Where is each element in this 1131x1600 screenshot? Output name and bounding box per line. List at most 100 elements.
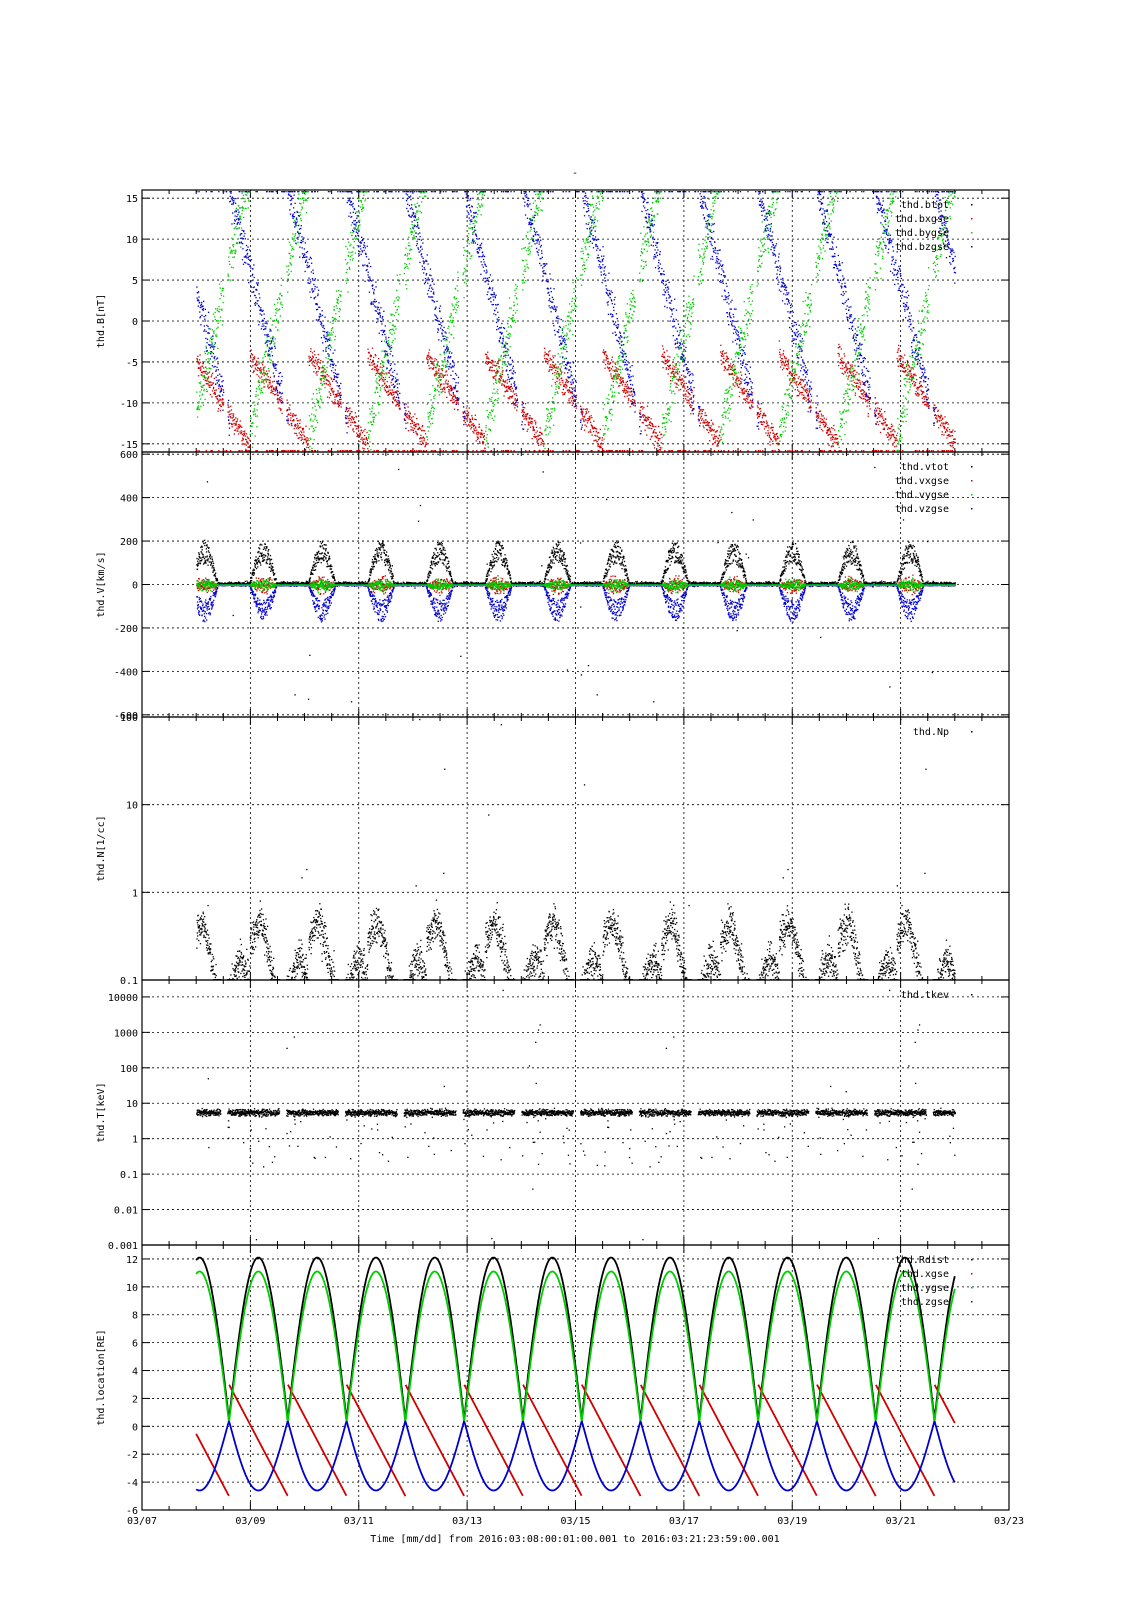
- y-tick-label: 400: [120, 494, 138, 505]
- y-tick-label: 4: [132, 1367, 138, 1378]
- y-tick-label: -15: [120, 440, 138, 451]
- panel-T: 0.001 0.01 0.1 1 10 100 1000 10000 thd.T[keV] thd…: [96, 979, 1010, 1252]
- series-thd.bygse: [196, 191, 957, 452]
- series-thd.ygse: [195, 1270, 956, 1423]
- legend-entry: thd.Rdist: [895, 1255, 949, 1266]
- x-tick-label: 03/15: [560, 1516, 590, 1527]
- x-tick-label: 03/23: [994, 1516, 1024, 1527]
- y-axis-label: thd.B[nT]: [96, 294, 107, 348]
- panels: -15-10-5051015thd.B[nT]thd.btotthd.bxgse…: [96, 189, 1024, 1527]
- plot-area-T: [196, 989, 956, 1241]
- series-thd.vygse: [196, 576, 956, 595]
- y-tick-label: 12: [126, 1255, 138, 1266]
- y-tick-label: 200: [120, 537, 138, 548]
- y-tick-label: 5: [132, 276, 138, 287]
- time-axis-label: Time [mm/dd] from 2016:03:08:00:01:00.00…: [370, 1534, 779, 1545]
- y-tick-label: 10: [126, 801, 138, 812]
- y-tick-label: 15: [126, 194, 138, 205]
- y-axis-label: thd.V[km/s]: [96, 551, 107, 617]
- y-tick-label: -5: [126, 358, 138, 369]
- legend-entry: thd.btot: [901, 200, 949, 211]
- x-tick-label: 03/13: [452, 1516, 482, 1527]
- y-tick-label: 0.001: [108, 1241, 138, 1252]
- panel-L: -6 -4 -2 0 2 4 6 8 10 12 thd.location[RE] thd.Rdist…: [96, 1244, 1024, 1527]
- y-tick-label: -10: [120, 399, 138, 410]
- legend-marker: [971, 508, 973, 510]
- plot-area-N: [196, 718, 956, 980]
- plot-area-L: [195, 1256, 956, 1497]
- y-tick-label: 0: [132, 1422, 138, 1433]
- legend-marker: [971, 204, 973, 206]
- y-tick-label: 1: [132, 1135, 138, 1146]
- legend-marker: [971, 466, 973, 468]
- y-tick-label: 0: [132, 317, 138, 328]
- plot-area-B: [196, 191, 957, 452]
- series-thd.bzgse: [196, 191, 957, 436]
- figure-title: -: [572, 168, 578, 179]
- panel-B: -15 -10 -5 0 5 10 15 thd.B[nT] thd.btot thd.bxgse…: [96, 189, 1010, 453]
- y-tick-label: 10: [126, 1099, 138, 1110]
- legend-entry: thd.bygse: [895, 228, 949, 239]
- y-tick-label: 0.1: [120, 976, 138, 987]
- series-thd.tkev: [196, 989, 956, 1241]
- legend-marker: [971, 246, 973, 248]
- y-tick-label: 100: [120, 1064, 138, 1075]
- y-tick-label: 8: [132, 1311, 138, 1322]
- y-tick-label: -400: [114, 667, 138, 678]
- y-axis-label: thd.T[keV]: [96, 1082, 107, 1142]
- y-tick-label: 10: [126, 1283, 138, 1294]
- y-tick-label: 0.01: [114, 1206, 138, 1217]
- y-tick-label: 10000: [108, 993, 138, 1004]
- legend-marker: [971, 218, 973, 220]
- plot-area-V: [196, 466, 956, 703]
- x-tick-label: 03/09: [235, 1516, 265, 1527]
- legend-marker: [971, 731, 973, 733]
- series-thd.Np: [196, 718, 956, 980]
- legend-entry: thd.ygse: [901, 1283, 949, 1294]
- legend-marker: [971, 1273, 973, 1275]
- panel-N: 0.1 1 10 100 thd.N[1/cc] thd.Np: [96, 713, 1010, 987]
- y-tick-label: 6: [132, 1339, 138, 1350]
- legend-entry: thd.vygse: [895, 490, 949, 501]
- legend-marker: [971, 480, 973, 482]
- series-thd.bxgse: [196, 340, 957, 452]
- panel-V: -600 -400 -200 0 200 400 600 thd.V[km/s] thd.vto…: [96, 450, 1010, 722]
- legend-entry: thd.vzgse: [895, 504, 949, 515]
- y-tick-label: 0: [132, 581, 138, 592]
- legend-entry: thd.vtot: [901, 462, 949, 473]
- y-tick-label: -2: [126, 1450, 138, 1461]
- y-tick-label: 1000: [114, 1028, 138, 1039]
- y-tick-label: -4: [126, 1478, 138, 1489]
- y-tick-label: -6: [126, 1506, 138, 1517]
- y-tick-label: -600: [114, 711, 138, 722]
- y-tick-label: 1: [132, 888, 138, 899]
- legend-marker: [971, 494, 973, 496]
- legend-entry: thd.tkev: [901, 990, 949, 1001]
- legend-entry: thd.xgse: [901, 1269, 949, 1280]
- y-tick-label: -200: [114, 624, 138, 635]
- panel-frame: [141, 1244, 1010, 1511]
- y-tick-label: 2: [132, 1394, 138, 1405]
- y-tick-label: 0.1: [120, 1170, 138, 1181]
- x-tick-label: 03/21: [886, 1516, 916, 1527]
- legend-marker: [971, 1301, 973, 1303]
- y-axis-label: thd.N[1/cc]: [96, 815, 107, 881]
- legend-marker: [971, 1287, 973, 1289]
- y-tick-label: 100: [120, 713, 138, 724]
- series-thd.Rdist: [195, 1256, 956, 1420]
- y-axis-label: thd.location[RE]: [96, 1329, 107, 1425]
- legend-marker: [971, 232, 973, 234]
- x-tick-label: 03/11: [344, 1516, 374, 1527]
- x-tick-label: 03/19: [777, 1516, 807, 1527]
- legend-marker: [971, 994, 973, 996]
- series-thd.xgse: [195, 1384, 956, 1497]
- legend-entry: thd.vxgse: [895, 476, 949, 487]
- legend-entry: thd.bxgse: [895, 214, 949, 225]
- legend-marker: [971, 1259, 973, 1261]
- legend-entry: thd.zgse: [901, 1297, 949, 1308]
- legend-entry: thd.Np: [913, 727, 949, 738]
- y-tick-label: 600: [120, 450, 138, 461]
- x-tick-label: 03/07: [127, 1516, 157, 1527]
- x-tick-label: 03/17: [669, 1516, 699, 1527]
